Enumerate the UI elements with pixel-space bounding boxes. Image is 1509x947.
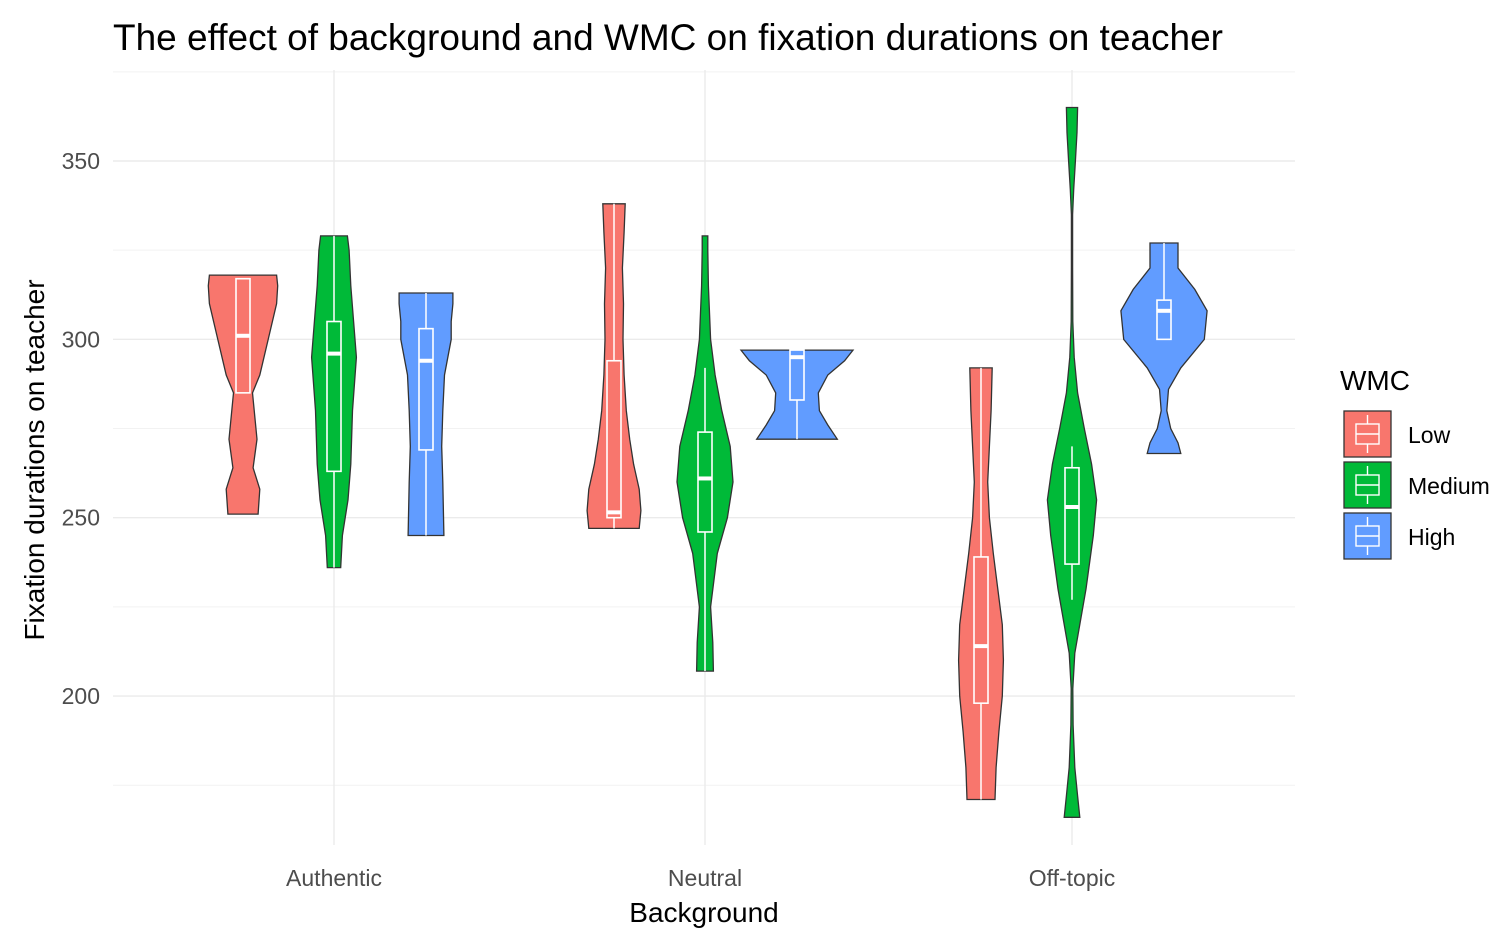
x-tick-label: Neutral [668, 865, 742, 891]
x-axis-title: Background [629, 897, 778, 928]
violin-low-authentic [207, 274, 279, 515]
legend-label: High [1408, 524, 1455, 550]
y-axis-title: Fixation durations on teacher [19, 279, 50, 640]
chart-title: The effect of background and WMC on fixa… [113, 17, 1223, 58]
box-iqr [789, 349, 805, 401]
box-iqr [418, 327, 434, 451]
box-iqr [1064, 466, 1080, 565]
legend-label: Low [1408, 422, 1451, 448]
box-iqr [326, 320, 342, 473]
x-tick-label: Off-topic [1029, 865, 1116, 891]
box-iqr [973, 556, 989, 704]
y-tick-label: 200 [62, 683, 100, 709]
legend-title: WMC [1340, 365, 1410, 396]
legend: WMC Low Medium High [1340, 365, 1490, 560]
legend-item-medium: Medium [1343, 461, 1490, 509]
y-axis-ticks: 200 250 300 350 [62, 148, 100, 709]
legend-item-low: Low [1343, 410, 1451, 458]
y-tick-label: 350 [62, 148, 100, 174]
x-axis-ticks: Authentic Neutral Off-topic [286, 865, 1115, 891]
legend-label: Medium [1408, 473, 1490, 499]
y-tick-label: 300 [62, 326, 100, 352]
x-tick-label: Authentic [286, 865, 382, 891]
legend-item-high: High [1343, 512, 1455, 560]
box-iqr [1156, 299, 1172, 341]
legend-items: Low Medium High [1343, 410, 1490, 560]
violin-high-off-topic [1120, 242, 1208, 455]
box-iqr [606, 359, 622, 519]
violin-plot-area [207, 106, 1208, 818]
y-tick-label: 250 [62, 505, 100, 531]
box-iqr [697, 431, 713, 533]
